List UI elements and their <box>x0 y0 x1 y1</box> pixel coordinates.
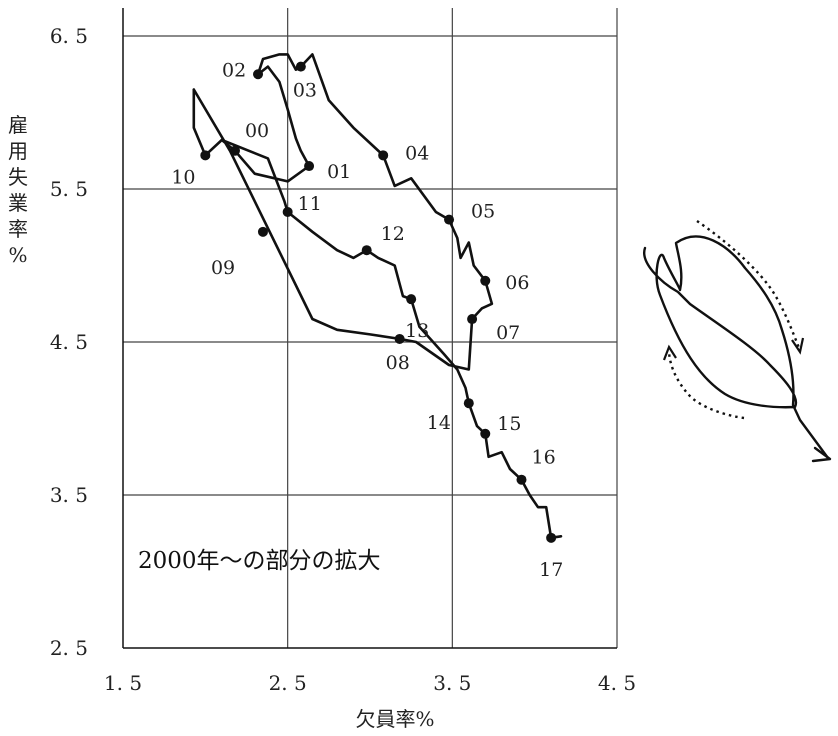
data-point <box>480 275 491 286</box>
y-tick-label: 3. 5 <box>50 483 88 507</box>
point-label: 00 <box>245 120 269 142</box>
point-label: 12 <box>381 223 405 245</box>
point-label: 14 <box>427 412 451 434</box>
data-point <box>546 532 557 543</box>
point-label: 08 <box>386 352 410 374</box>
data-point <box>444 214 455 225</box>
data-points: 00 01 02 03 04 05 06 07 08 09 10 11 12 13 14 15 16 17 <box>171 59 563 581</box>
data-point <box>257 226 268 237</box>
x-tick-label: 3. 5 <box>433 671 471 695</box>
schematic-loop <box>643 235 830 460</box>
data-point <box>295 61 306 72</box>
point-label: 05 <box>471 201 495 223</box>
point-label: 07 <box>496 322 520 344</box>
schematic-loop-illustration <box>643 220 832 463</box>
point-label: 16 <box>531 447 555 469</box>
data-point <box>304 161 315 172</box>
data-point <box>463 398 474 409</box>
data-point <box>361 245 372 256</box>
dotted-arrow-up <box>667 351 745 420</box>
zoom-annotation: 2000年～の部分の拡大 <box>138 548 381 574</box>
y-tick-label: 5. 5 <box>50 177 88 201</box>
x-tick-label: 1. 5 <box>104 671 142 695</box>
point-label: 10 <box>171 166 195 188</box>
y-axis-title: 雇用失業率% <box>8 113 28 267</box>
point-label: 04 <box>405 142 429 164</box>
point-label: 13 <box>405 320 429 342</box>
point-label: 09 <box>211 257 235 279</box>
data-point <box>253 69 264 80</box>
data-point <box>378 150 389 161</box>
point-label: 11 <box>298 193 322 215</box>
schematic-arrowhead-icon <box>811 446 832 463</box>
dotted-arrowhead-up-icon <box>662 344 677 361</box>
plot-frame <box>122 8 617 649</box>
data-point <box>200 150 211 161</box>
point-label: 06 <box>505 272 529 294</box>
dotted-arrowhead-down-icon <box>791 337 805 355</box>
data-point <box>516 474 527 485</box>
grid <box>123 8 618 648</box>
data-point <box>480 428 491 439</box>
dotted-arrow-down <box>696 220 801 349</box>
data-point <box>406 294 417 305</box>
tick-labels: 2. 5 3. 5 4. 5 5. 5 6. 5 1. 5 2. 5 3. 5 4. 5 <box>50 24 636 695</box>
x-axis-title: 欠員率% <box>355 707 434 731</box>
data-point <box>229 145 240 156</box>
y-tick-label: 2. 5 <box>50 636 88 660</box>
point-label: 02 <box>222 59 246 81</box>
data-point <box>467 314 478 325</box>
data-point <box>282 206 293 217</box>
curve-2008-2017 <box>220 138 563 540</box>
point-label: 15 <box>497 413 521 435</box>
point-label: 03 <box>293 80 317 102</box>
point-label: 17 <box>539 559 563 581</box>
y-tick-label: 4. 5 <box>50 330 88 354</box>
x-tick-label: 4. 5 <box>598 671 636 695</box>
curve-2000-2008 <box>192 53 494 371</box>
data-point <box>394 333 405 344</box>
point-label: 01 <box>327 161 351 183</box>
y-tick-label: 6. 5 <box>50 24 88 48</box>
x-tick-label: 2. 5 <box>269 671 307 695</box>
